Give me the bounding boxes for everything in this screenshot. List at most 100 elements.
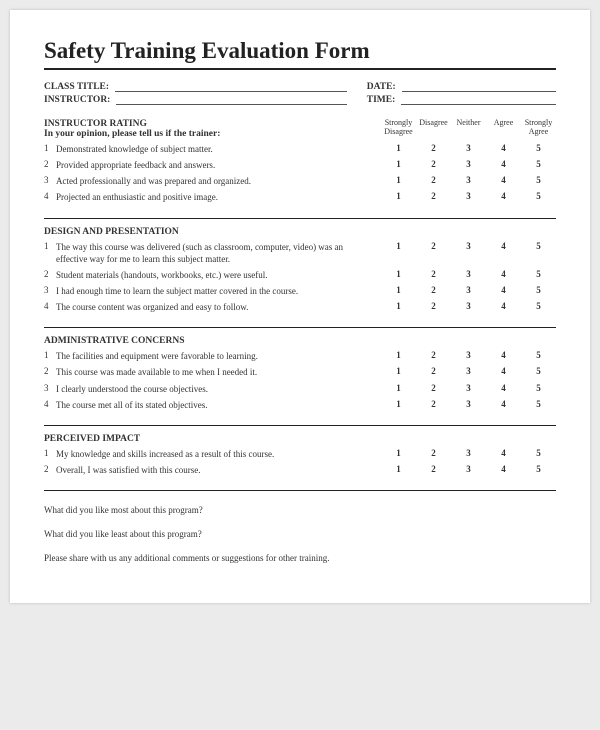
rating-option[interactable]: 1 <box>381 143 416 153</box>
rating-option[interactable]: 4 <box>486 448 521 458</box>
scale-column-label: Neither <box>451 119 486 139</box>
rating-item-row: 2Overall, I was satisfied with this cour… <box>44 464 556 476</box>
rating-option[interactable]: 4 <box>486 383 521 393</box>
rating-option[interactable]: 3 <box>451 366 486 376</box>
rating-option[interactable]: 5 <box>521 241 556 251</box>
rating-option[interactable]: 2 <box>416 350 451 360</box>
rating-option[interactable]: 1 <box>381 301 416 311</box>
rating-option[interactable]: 4 <box>486 269 521 279</box>
rating-option[interactable]: 4 <box>486 159 521 169</box>
form-page: Safety Training Evaluation Form CLASS TI… <box>10 10 590 603</box>
rating-option[interactable]: 1 <box>381 464 416 474</box>
rating-option[interactable]: 1 <box>381 241 416 251</box>
rating-option[interactable]: 1 <box>381 159 416 169</box>
item-number: 1 <box>44 350 56 360</box>
rating-option[interactable]: 2 <box>416 159 451 169</box>
item-number: 2 <box>44 269 56 279</box>
item-text: I clearly understood the course objectiv… <box>56 383 381 395</box>
rating-option[interactable]: 5 <box>521 366 556 376</box>
rating-option[interactable]: 1 <box>381 448 416 458</box>
rating-option[interactable]: 4 <box>486 285 521 295</box>
rating-option[interactable]: 5 <box>521 159 556 169</box>
item-text: The course met all of its stated objecti… <box>56 399 381 411</box>
item-scale: 12345 <box>381 399 556 409</box>
rating-option[interactable]: 3 <box>451 241 486 251</box>
scale-header: INSTRUCTOR RATINGIn your opinion, please… <box>44 119 556 139</box>
rating-option[interactable]: 2 <box>416 366 451 376</box>
rating-option[interactable]: 3 <box>451 464 486 474</box>
rating-option[interactable]: 2 <box>416 241 451 251</box>
date-input[interactable] <box>402 82 556 92</box>
meta-row-1: CLASS TITLE: DATE: <box>44 82 556 92</box>
item-scale: 12345 <box>381 301 556 311</box>
rating-option[interactable]: 5 <box>521 399 556 409</box>
rating-option[interactable]: 5 <box>521 175 556 185</box>
rating-option[interactable]: 3 <box>451 448 486 458</box>
rating-option[interactable]: 2 <box>416 301 451 311</box>
divider-final <box>44 490 556 491</box>
meta-row-2: INSTRUCTOR: TIME: <box>44 95 556 105</box>
rating-option[interactable]: 5 <box>521 383 556 393</box>
rating-option[interactable]: 3 <box>451 159 486 169</box>
rating-item-row: 2Provided appropriate feedback and answe… <box>44 159 556 171</box>
rating-option[interactable]: 2 <box>416 143 451 153</box>
rating-option[interactable]: 2 <box>416 464 451 474</box>
rating-option[interactable]: 5 <box>521 269 556 279</box>
rating-option[interactable]: 3 <box>451 143 486 153</box>
rating-option[interactable]: 4 <box>486 191 521 201</box>
rating-option[interactable]: 2 <box>416 285 451 295</box>
class-title-input[interactable] <box>115 82 347 92</box>
rating-option[interactable]: 1 <box>381 285 416 295</box>
rating-option[interactable]: 4 <box>486 175 521 185</box>
rating-item-row: 1The way this course was delivered (such… <box>44 241 556 265</box>
rating-option[interactable]: 4 <box>486 350 521 360</box>
item-text: The facilities and equipment were favora… <box>56 350 381 362</box>
rating-option[interactable]: 3 <box>451 383 486 393</box>
rating-option[interactable]: 2 <box>416 399 451 409</box>
rating-option[interactable]: 4 <box>486 301 521 311</box>
rating-option[interactable]: 5 <box>521 464 556 474</box>
rating-option[interactable]: 1 <box>381 191 416 201</box>
instructor-input[interactable] <box>116 95 346 105</box>
rating-option[interactable]: 5 <box>521 448 556 458</box>
scale-column-label: Agree <box>486 119 521 139</box>
rating-option[interactable]: 5 <box>521 301 556 311</box>
rating-option[interactable]: 1 <box>381 269 416 279</box>
item-scale: 12345 <box>381 159 556 169</box>
item-text: Student materials (handouts, workbooks, … <box>56 269 381 281</box>
rating-option[interactable]: 4 <box>486 366 521 376</box>
rating-option[interactable]: 3 <box>451 269 486 279</box>
section-heading: ADMINISTRATIVE CONCERNS <box>44 336 556 346</box>
rating-option[interactable]: 2 <box>416 383 451 393</box>
rating-option[interactable]: 2 <box>416 269 451 279</box>
rating-option[interactable]: 1 <box>381 366 416 376</box>
rating-option[interactable]: 5 <box>521 350 556 360</box>
rating-item-row: 1The facilities and equipment were favor… <box>44 350 556 362</box>
rating-option[interactable]: 5 <box>521 191 556 201</box>
time-input[interactable] <box>401 95 556 105</box>
rating-option[interactable]: 1 <box>381 399 416 409</box>
rating-option[interactable]: 3 <box>451 350 486 360</box>
rating-option[interactable]: 4 <box>486 241 521 251</box>
rating-option[interactable]: 5 <box>521 143 556 153</box>
item-number: 3 <box>44 175 56 185</box>
rating-option[interactable]: 1 <box>381 175 416 185</box>
rating-option[interactable]: 1 <box>381 350 416 360</box>
rating-option[interactable]: 2 <box>416 175 451 185</box>
rating-option[interactable]: 4 <box>486 399 521 409</box>
rating-option[interactable]: 2 <box>416 448 451 458</box>
rating-option[interactable]: 3 <box>451 191 486 201</box>
open-question: Please share with us any additional comm… <box>44 553 556 563</box>
rating-option[interactable]: 5 <box>521 285 556 295</box>
item-number: 1 <box>44 448 56 458</box>
rating-option[interactable]: 4 <box>486 143 521 153</box>
scale-column-label: StronglyAgree <box>521 119 556 139</box>
rating-option[interactable]: 3 <box>451 301 486 311</box>
rating-option[interactable]: 4 <box>486 464 521 474</box>
rating-option[interactable]: 2 <box>416 191 451 201</box>
rating-option[interactable]: 3 <box>451 399 486 409</box>
rating-option[interactable]: 3 <box>451 285 486 295</box>
item-scale: 12345 <box>381 350 556 360</box>
rating-option[interactable]: 3 <box>451 175 486 185</box>
rating-option[interactable]: 1 <box>381 383 416 393</box>
